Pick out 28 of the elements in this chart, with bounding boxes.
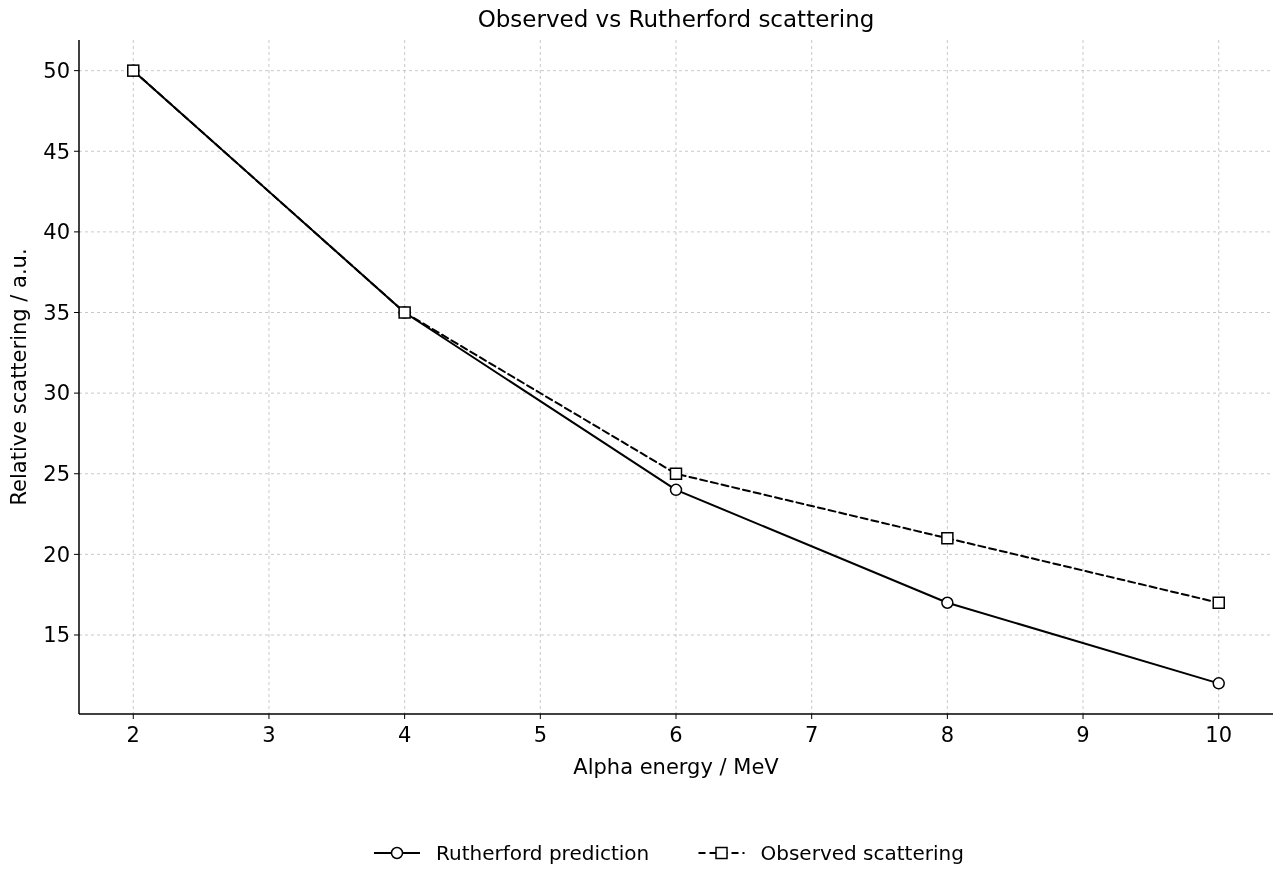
- x-tick-label: 2: [126, 723, 140, 747]
- x-tick-label: 9: [1076, 723, 1090, 747]
- point: [941, 596, 954, 609]
- y-tick-label: 45: [43, 139, 70, 164]
- x-tick-label: 5: [533, 723, 548, 747]
- x-tick-label: 10: [1205, 723, 1233, 747]
- point: [669, 467, 683, 480]
- point: [669, 483, 683, 497]
- y-tick-label: 30: [43, 381, 70, 406]
- legend-label: Observed scattering: [760, 841, 964, 865]
- x-tick-label: 7: [804, 723, 819, 747]
- x-tick-label: 8: [940, 723, 955, 747]
- x-tick-label: 6: [669, 723, 683, 747]
- x-tick-label: 3: [262, 723, 276, 747]
- y-tick-label: 35: [43, 300, 70, 325]
- x-axis-title: Alpha energy / MeV: [573, 755, 780, 779]
- y-tick-label: 40: [43, 220, 70, 245]
- point: [941, 531, 954, 545]
- chart-title: Observed vs Rutherford scattering: [477, 6, 875, 32]
- point: [1212, 596, 1225, 609]
- y-tick-label: 20: [43, 542, 70, 567]
- y-tick-label: 15: [43, 623, 70, 648]
- point: [1212, 677, 1225, 690]
- y-tick-label: 50: [43, 58, 70, 83]
- legend-label: Rutherford prediction: [436, 841, 650, 865]
- x-tick-label: 4: [397, 723, 412, 747]
- y-axis-title: Relative scattering / a.u.: [7, 248, 31, 506]
- y-tick-label: 25: [43, 462, 70, 487]
